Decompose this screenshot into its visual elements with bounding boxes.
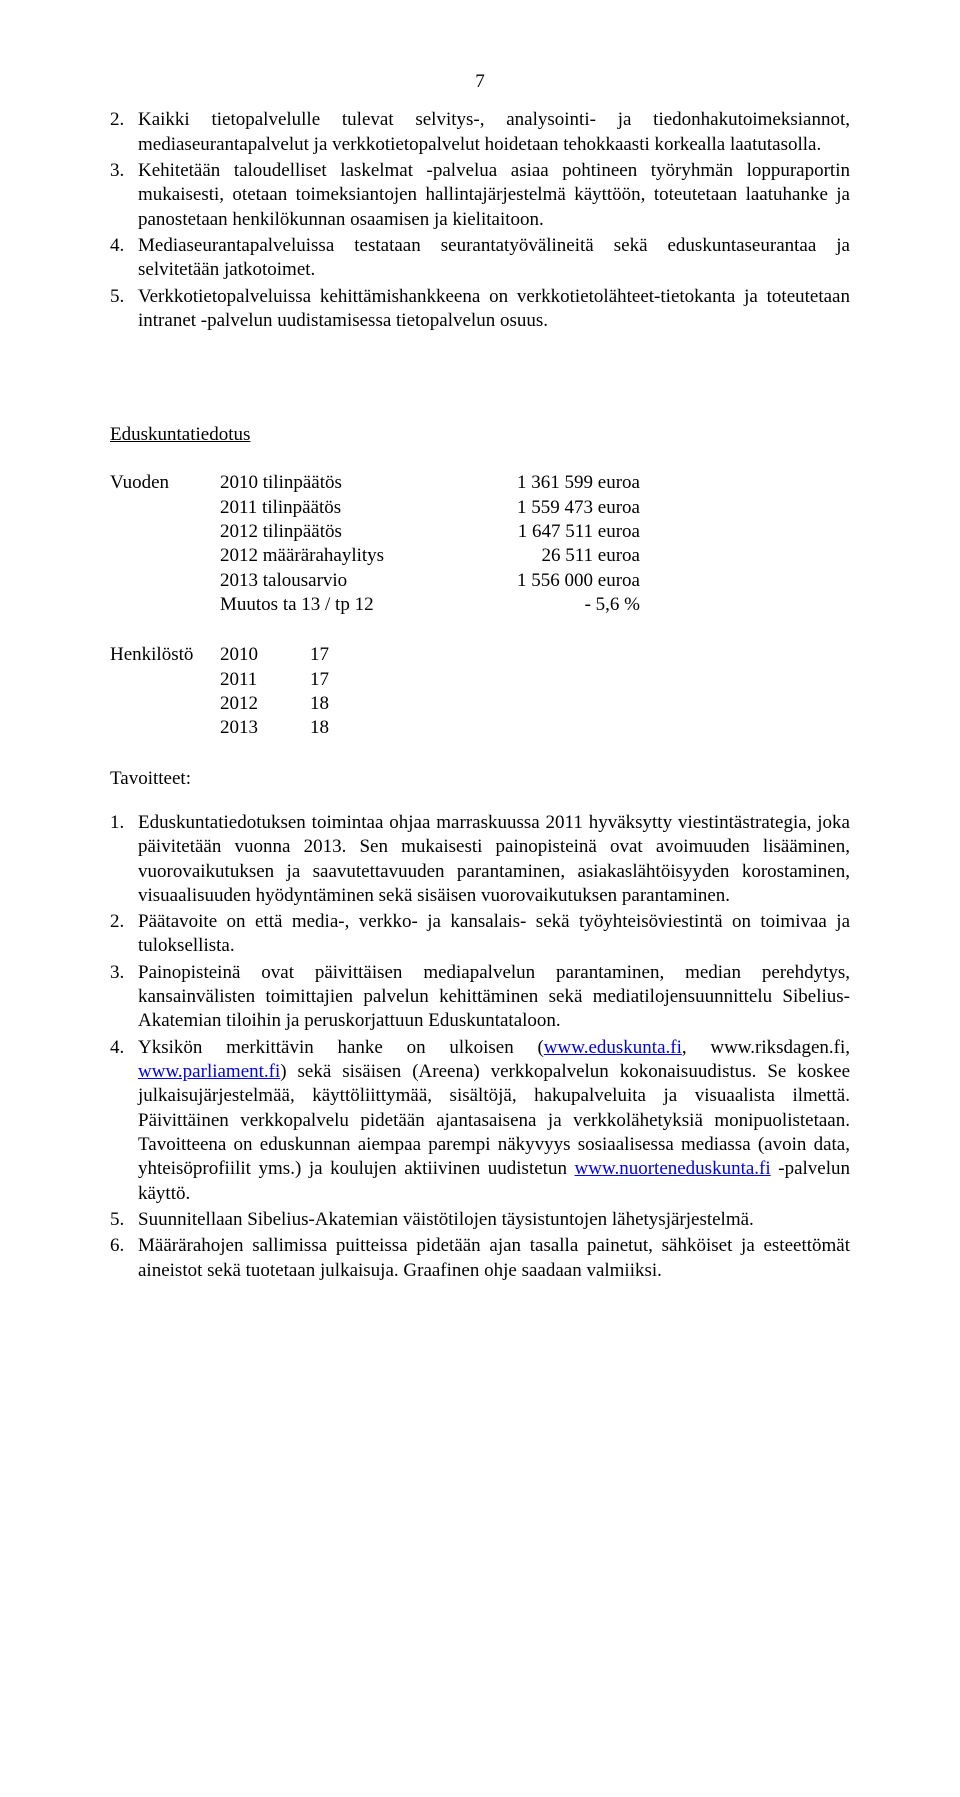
table-row: 2013 18 [110,716,350,740]
staff-year: 2011 [220,668,310,692]
item-text: Määrärahojen sallimissa puitteissa pidet… [138,1234,850,1283]
finance-label: Muutos ta 13 / tp 12 [220,593,440,617]
list-item: 4. Yksikön merkittävin hanke on ulkoisen… [110,1036,850,1206]
objectives-label: Tavoitteet: [110,767,850,791]
staff-count: 18 [310,716,350,740]
finance-lead: Vuoden [110,471,220,495]
list-item: 1. Eduskuntatiedotuksen toimintaa ohjaa … [110,811,850,908]
list-item: 3. Kehitetään taloudelliset laskelmat -p… [110,159,850,232]
table-row: Henkilöstö 2010 17 [110,643,350,667]
item-text: Verkkotietopalveluissa kehittämishankkee… [138,285,850,334]
list-item: 4. Mediaseurantapalveluissa testataan se… [110,234,850,283]
finance-table: Vuoden 2010 tilinpäätös 1 361 599 euroa … [110,471,646,617]
finance-label: 2013 talousarvio [220,569,440,593]
item-number: 5. [110,1208,138,1232]
staff-year: 2010 [220,643,310,667]
finance-value: 26 511 euroa [440,544,646,568]
text-part: Yksikön merkittävin hanke on ulkoisen ( [138,1037,544,1058]
section-a-list: 2. Kaikki tietopalvelulle tulevat selvit… [110,108,850,333]
finance-label: 2012 tilinpäätös [220,520,440,544]
section-b-title: Eduskuntatiedotus [110,423,850,447]
item-text: Kehitetään taloudelliset laskelmat -palv… [138,159,850,232]
list-item: 5. Verkkotietopalveluissa kehittämishank… [110,285,850,334]
item-text: Eduskuntatiedotuksen toimintaa ohjaa mar… [138,811,850,908]
table-row: 2012 18 [110,692,350,716]
item-number: 5. [110,285,138,309]
item-text: Mediaseurantapalveluissa testataan seura… [138,234,850,283]
item-number: 1. [110,811,138,835]
item-number: 2. [110,108,138,132]
table-row: Muutos ta 13 / tp 12 - 5,6 % [110,593,646,617]
document-page: 7 2. Kaikki tietopalvelulle tulevat selv… [0,0,960,1797]
table-row: 2013 talousarvio 1 556 000 euroa [110,569,646,593]
text-part: , www.riksdagen.fi, [682,1037,850,1058]
list-item: 6. Määrärahojen sallimissa puitteissa pi… [110,1234,850,1283]
list-item: 2. Päätavoite on että media-, verkko- ja… [110,910,850,959]
section-b-list: 1. Eduskuntatiedotuksen toimintaa ohjaa … [110,811,850,1283]
staff-lead: Henkilöstö [110,643,220,667]
item-number: 3. [110,961,138,985]
finance-value: 1 361 599 euroa [440,471,646,495]
item-text: Painopisteinä ovat päivittäisen mediapal… [138,961,850,1034]
item-number: 3. [110,159,138,183]
table-row: 2012 tilinpäätös 1 647 511 euroa [110,520,646,544]
link-nuorteneduskunta[interactable]: www.nuorteneduskunta.fi [575,1158,771,1179]
link-eduskunta[interactable]: www.eduskunta.fi [544,1037,682,1058]
item-text: Yksikön merkittävin hanke on ulkoisen (w… [138,1036,850,1206]
finance-value: 1 559 473 euroa [440,496,646,520]
staff-year: 2013 [220,716,310,740]
staff-table: Henkilöstö 2010 17 2011 17 2012 18 2013 … [110,643,350,740]
list-item: 2. Kaikki tietopalvelulle tulevat selvit… [110,108,850,157]
list-item: 3. Painopisteinä ovat päivittäisen media… [110,961,850,1034]
finance-label: 2010 tilinpäätös [220,471,440,495]
finance-value: 1 647 511 euroa [440,520,646,544]
item-number: 6. [110,1234,138,1258]
finance-label: 2012 määrärahaylitys [220,544,440,568]
table-row: Vuoden 2010 tilinpäätös 1 361 599 euroa [110,471,646,495]
item-number: 4. [110,1036,138,1060]
item-text: Kaikki tietopalvelulle tulevat selvitys-… [138,108,850,157]
finance-value: - 5,6 % [440,593,646,617]
item-text: Suunnitellaan Sibelius-Akatemian väistöt… [138,1208,850,1232]
table-row: 2011 tilinpäätös 1 559 473 euroa [110,496,646,520]
staff-count: 18 [310,692,350,716]
finance-value: 1 556 000 euroa [440,569,646,593]
staff-count: 17 [310,643,350,667]
list-item: 5. Suunnitellaan Sibelius-Akatemian väis… [110,1208,850,1232]
item-text: Päätavoite on että media-, verkko- ja ka… [138,910,850,959]
item-number: 4. [110,234,138,258]
table-row: 2012 määrärahaylitys 26 511 euroa [110,544,646,568]
finance-label: 2011 tilinpäätös [220,496,440,520]
link-parliament[interactable]: www.parliament.fi [138,1061,280,1082]
page-number: 7 [110,70,850,94]
staff-count: 17 [310,668,350,692]
table-row: 2011 17 [110,668,350,692]
staff-year: 2012 [220,692,310,716]
item-number: 2. [110,910,138,934]
